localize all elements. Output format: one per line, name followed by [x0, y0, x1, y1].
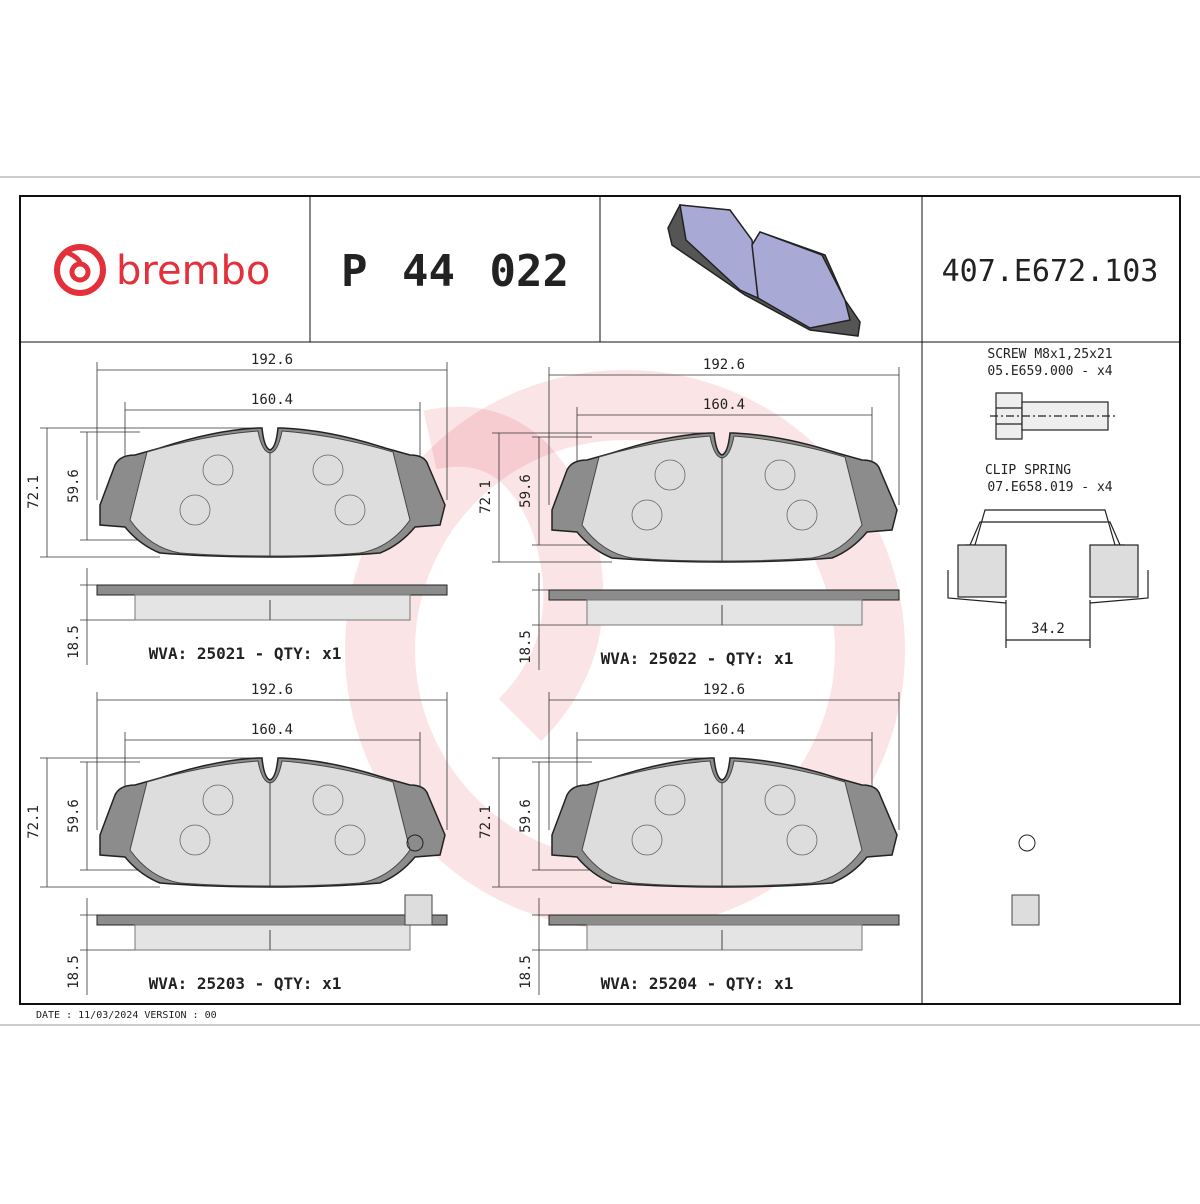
part-number: P 44 022 [341, 246, 569, 297]
pad-label: WVA: 25021 - QTY: x1 [149, 644, 342, 663]
pad-label: WVA: 25022 - QTY: x1 [601, 649, 794, 668]
pad-hole [786, 824, 818, 856]
pad-hole [654, 784, 686, 816]
pad-hole [312, 784, 344, 816]
side-plate [548, 914, 900, 926]
pad-hole [764, 459, 796, 491]
pad-hole [179, 824, 211, 856]
screw-code: 05.E659.000 - x4 [987, 364, 1112, 379]
dimension-label: 160.4 [703, 397, 745, 413]
dimension-label: 18.5 [518, 630, 534, 664]
pad-label: WVA: 25204 - QTY: x1 [601, 974, 794, 993]
dimension-label: 72.1 [478, 805, 494, 839]
dimension-label: 59.6 [66, 469, 82, 503]
dimension-label: 18.5 [518, 955, 534, 989]
side-friction [586, 924, 863, 951]
clip-dimension: 34.2 [1031, 621, 1065, 637]
pad-hole [334, 824, 366, 856]
dimension-label: 72.1 [478, 480, 494, 514]
dimension-label: 160.4 [703, 722, 745, 738]
pad-drawing: 192.6 160.4 72.1 59.6 18.5 WVA: 25022 - QTY: … [478, 357, 900, 670]
pad-hole [312, 454, 344, 486]
dimension-label: 72.1 [26, 475, 42, 509]
brand-logo: brembo [54, 244, 270, 296]
pad-hole [202, 784, 234, 816]
dimension-label: 59.6 [518, 474, 534, 508]
pad-hole [631, 499, 663, 531]
side-friction [134, 924, 411, 951]
pad-hole [179, 494, 211, 526]
wear-sensor [404, 894, 433, 926]
pad-hole [654, 459, 686, 491]
dimension-label: 192.6 [703, 682, 745, 698]
pad-image [667, 204, 861, 337]
pad-label: WVA: 25203 - QTY: x1 [149, 974, 342, 993]
side-plate [548, 589, 900, 601]
side-friction [586, 599, 863, 626]
dimension-label: 160.4 [251, 392, 293, 408]
screw-name: SCREW M8x1,25x21 [987, 347, 1112, 362]
clip-code: 07.E658.019 - x4 [987, 480, 1112, 495]
clip-name: CLIP SPRING [985, 463, 1071, 478]
screw-drawing [990, 392, 1118, 440]
pad-drawing: 192.6 160.4 72.1 59.6 18.5 WVA: 25204 - QTY: … [478, 682, 1040, 995]
drawing-code: 407.E672.103 [942, 254, 1159, 289]
side-plate [96, 584, 448, 596]
dimension-label: 192.6 [251, 682, 293, 698]
dimension-label: 18.5 [66, 955, 82, 989]
clip-drawing [947, 509, 1149, 648]
dimension-label: 192.6 [251, 352, 293, 368]
sensor-clip [406, 834, 424, 852]
pad-hole [334, 494, 366, 526]
dimension-label: 192.6 [703, 357, 745, 373]
pad-drawing: 192.6 160.4 72.1 59.6 18.5 WVA: 25203 - QTY: … [26, 682, 448, 995]
dimension-label: 59.6 [66, 799, 82, 833]
wear-sensor [1011, 894, 1040, 926]
pad-drawing: 192.6 160.4 72.1 59.6 18.5 WVA: 25021 - QTY: … [26, 352, 448, 665]
sensor-clip [1018, 834, 1036, 852]
side-plate [96, 914, 448, 926]
dimension-label: 18.5 [66, 625, 82, 659]
dimension-label: 59.6 [518, 799, 534, 833]
footer: DATE : 11/03/2024 VERSION : 00 [36, 1010, 217, 1021]
pad-hole [631, 824, 663, 856]
dimension-label: 160.4 [251, 722, 293, 738]
brand-name: brembo [116, 248, 270, 294]
dimension-label: 72.1 [26, 805, 42, 839]
pad-hole [202, 454, 234, 486]
pad-hole [764, 784, 796, 816]
side-friction [134, 594, 411, 621]
pad-hole [786, 499, 818, 531]
